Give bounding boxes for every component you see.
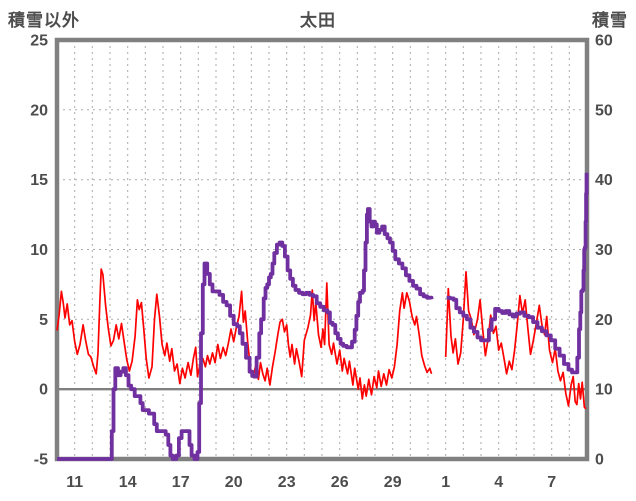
y-left-tick-label: 10 — [30, 242, 48, 259]
chart-title: 太田 — [300, 11, 336, 30]
temperature-line — [56, 268, 433, 400]
snow-depth-line — [446, 172, 589, 375]
y-right-tick-label: 0 — [595, 452, 604, 469]
y-left-tick-label: 0 — [39, 382, 48, 399]
x-tick-label: 1 — [441, 474, 450, 491]
x-tick-label: 11 — [66, 474, 83, 491]
y-left-tick-label: 5 — [39, 312, 48, 329]
y-right-tick-label: 20 — [595, 312, 613, 329]
right-axis-title: 積雪 — [592, 11, 628, 30]
plot-frame — [54, 37, 590, 462]
x-tick-label: 4 — [494, 474, 503, 491]
y-left-tick-label: -5 — [34, 452, 48, 469]
y-left-tick-label: 25 — [30, 33, 48, 50]
x-tick-label: 29 — [384, 474, 402, 491]
y-right-tick-label: 30 — [595, 242, 613, 259]
y-left-tick-label: 15 — [30, 172, 48, 189]
left-axis-title: 積雪以外 — [8, 11, 80, 30]
x-tick-label: 14 — [119, 474, 137, 491]
x-tick-label: 7 — [547, 474, 556, 491]
temperature-line — [444, 270, 587, 410]
x-tick-label: 20 — [225, 474, 243, 491]
y-right-tick-label: 10 — [595, 382, 613, 399]
x-tick-label: 17 — [172, 474, 190, 491]
y-right-tick-label: 50 — [595, 102, 613, 119]
y-right-tick-label: 60 — [595, 33, 613, 50]
y-left-tick-label: 20 — [30, 102, 48, 119]
x-tick-label: 26 — [331, 474, 349, 491]
snow-depth-line — [57, 207, 434, 461]
y-right-tick-label: 40 — [595, 172, 613, 189]
x-tick-label: 23 — [278, 474, 296, 491]
